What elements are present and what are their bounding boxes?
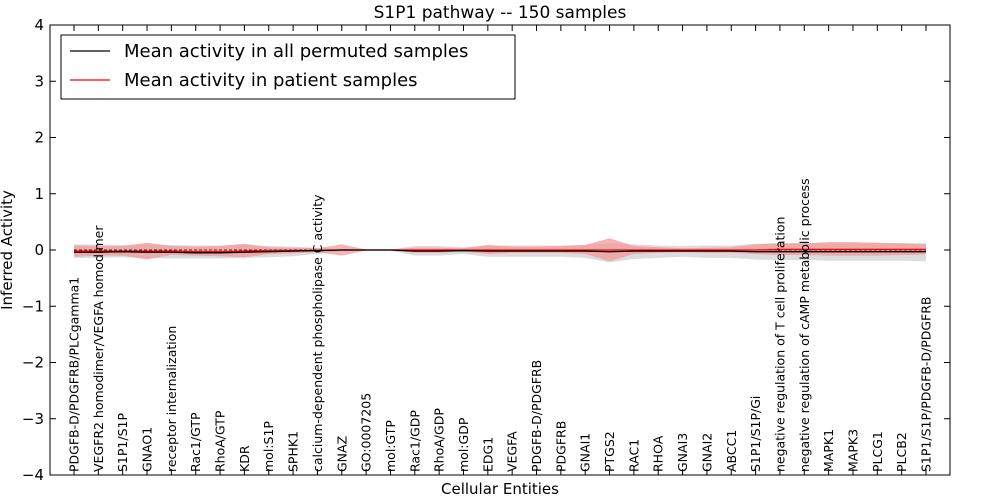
x-tick-label: PDGFB-D/PDGFRB/PLCgamma1	[67, 277, 82, 472]
y-axis-label: Inferred Activity	[0, 190, 16, 310]
x-tick-label: PTGS2	[602, 431, 617, 472]
y-axis: −4 −3 −2 −1 0 1 2 3 4	[22, 16, 950, 484]
x-tick-label: Rac1/GDP	[407, 410, 422, 472]
x-tick-label: GNAZ	[334, 436, 349, 472]
x-tick-label: GNAI2	[699, 433, 714, 472]
x-tick-label: calcium-dependent phospholipase C activi…	[310, 194, 325, 472]
x-tick-label: SPHK1	[286, 431, 301, 472]
x-tick-label: MAPK1	[821, 429, 836, 472]
x-tick-label: GNAI1	[578, 433, 593, 472]
x-tick-label: GNAI3	[675, 433, 690, 472]
x-tick-label: RhoA/GDP	[432, 408, 447, 472]
x-tick-label: VEGFR2 homodimer/VEGFA homodimer	[91, 225, 106, 472]
x-tick-label: PLCG1	[870, 431, 885, 472]
y-tick-label: 3	[34, 72, 44, 90]
x-tick-label: RHOA	[651, 435, 666, 472]
x-tick-label: S1P1/S1P	[115, 413, 130, 472]
y-tick-label: 0	[34, 241, 44, 259]
x-tick-label: VEGFA	[505, 431, 520, 472]
y-tick-label: 4	[34, 16, 44, 34]
x-tick-label: MAPK3	[845, 429, 860, 472]
x-tick-label: mol:GDP	[456, 417, 471, 472]
x-tick-label: GO:0007205	[359, 393, 374, 472]
x-tick-label: receptor internalization	[164, 326, 179, 472]
x-axis: PDGFB-D/PDGFRB/PLCgamma1 VEGFR2 homodimer…	[67, 25, 934, 475]
y-tick-label: −4	[22, 466, 44, 484]
x-tick-label: S1P1/S1P/PDGFB-D/PDGFRB	[919, 297, 934, 473]
y-tick-label: 2	[34, 129, 44, 147]
x-tick-label: mol:GTP	[383, 420, 398, 472]
series-line-1	[74, 248, 926, 253]
x-tick-label: EDG1	[480, 437, 495, 472]
series-line-0	[74, 249, 926, 254]
x-tick-label: GNAO1	[140, 427, 155, 472]
y-tick-label: −1	[22, 297, 44, 315]
y-tick-label: 1	[34, 185, 44, 203]
x-tick-label: PDGFB-D/PDGFRB	[529, 360, 544, 472]
x-tick-label: RAC1	[626, 439, 641, 472]
y-tick-label: −2	[22, 354, 44, 372]
x-tick-label: negative regulation of T cell proliferat…	[772, 217, 787, 472]
x-tick-label: RhoA/GTP	[213, 410, 228, 472]
legend: Mean activity in all permuted samples Mea…	[60, 34, 516, 100]
x-tick-label: PLCB2	[894, 432, 909, 472]
chart-title: S1P1 pathway -- 150 samples	[374, 3, 627, 23]
x-tick-label: PDGFRB	[553, 421, 568, 472]
legend-box	[60, 34, 516, 100]
x-tick-label: ABCC1	[724, 430, 739, 472]
x-tick-label: S1P1/S1P/Gi	[748, 396, 763, 472]
x-tick-label: negative regulation of cAMP metabolic pr…	[797, 178, 812, 472]
x-tick-label: KDR	[237, 445, 252, 472]
x-axis-label: Cellular Entities	[441, 480, 559, 498]
x-tick-label: Rac1/GTP	[188, 412, 203, 472]
x-tick-label: mol:S1P	[261, 421, 276, 472]
legend-label-0: Mean activity in all permuted samples	[124, 41, 468, 62]
y-tick-label: −3	[22, 410, 44, 428]
legend-label-1: Mean activity in patient samples	[124, 70, 418, 91]
